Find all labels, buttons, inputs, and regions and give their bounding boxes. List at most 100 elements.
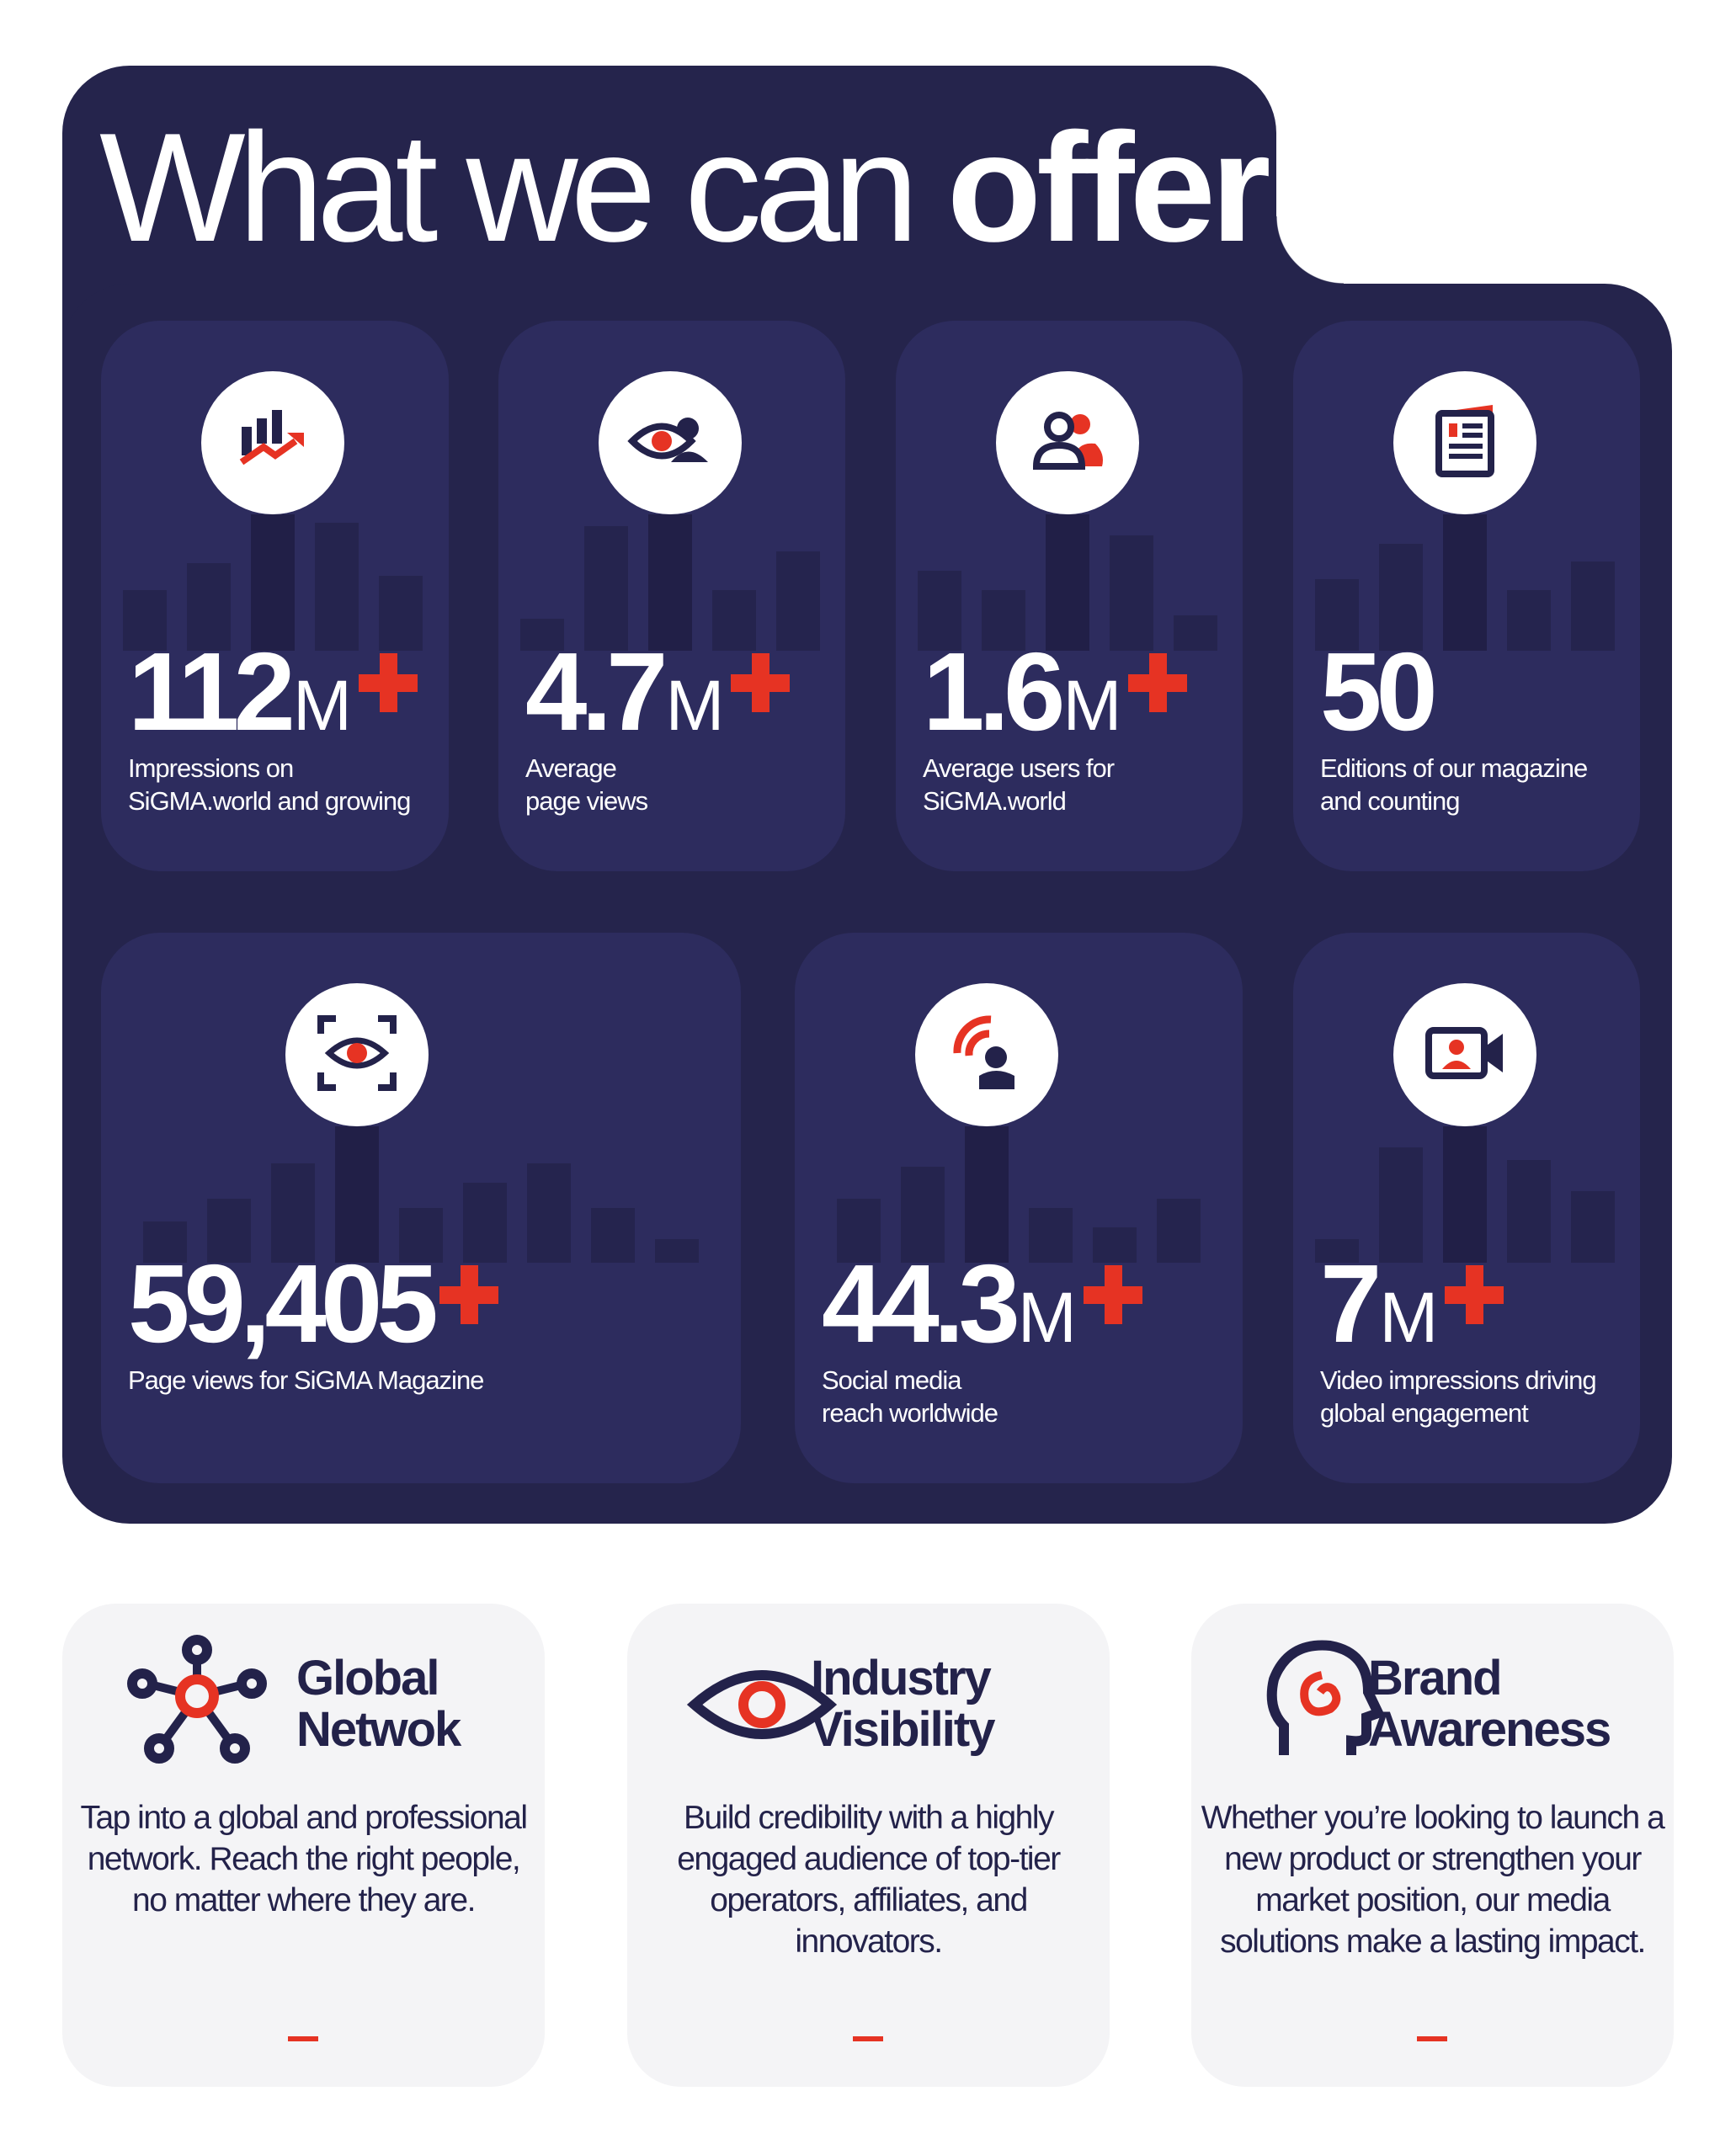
icon-circle — [915, 983, 1058, 1126]
stat-card: 1.6 M Average users for SiGMA.world — [896, 321, 1243, 871]
highlight-bar — [965, 1126, 1009, 1263]
stat-label: Average users for SiGMA.world — [923, 753, 1115, 816]
background-bar — [1315, 1238, 1359, 1263]
stat-card: 4.7 M Average page views — [498, 321, 845, 871]
background-bar — [1315, 578, 1359, 651]
stat-unit: M — [1062, 666, 1122, 745]
benefit-card: Industry Visibility Build credibility wi… — [627, 1604, 1110, 2087]
icon-circle — [201, 371, 344, 514]
accent-dash — [1417, 2036, 1447, 2041]
stat-label: Impressions on SiGMA.world and growing — [128, 753, 411, 816]
highlight-bar — [1443, 1126, 1487, 1263]
stat-number: 59,405 — [128, 1242, 439, 1365]
stat-card: 50 Editions of our magazine and counting — [1293, 321, 1640, 871]
plus-icon — [1128, 653, 1188, 712]
stat-unit: M — [1379, 1278, 1439, 1357]
icon-circle — [599, 371, 742, 514]
background-bar — [207, 1199, 251, 1263]
benefit-heading: Brand Awareness — [1368, 1651, 1611, 1757]
plus-icon — [1083, 1265, 1142, 1324]
stat-value: 44.3 M — [822, 1248, 1142, 1360]
benefit-heading: Global Netwok — [296, 1651, 461, 1757]
benefit-heading: Industry Visibility — [811, 1651, 995, 1757]
background-bars — [101, 398, 449, 651]
accent-dash — [853, 2036, 883, 2041]
stat-label: Video impressions driving global engagem… — [1320, 1365, 1597, 1428]
background-bar — [123, 589, 167, 651]
stat-unit: M — [292, 666, 352, 745]
stat-number: 44.3 — [822, 1242, 1020, 1365]
stat-number: 50 — [1320, 630, 1438, 753]
network-icon — [121, 1629, 273, 1780]
background-bar — [527, 1163, 571, 1263]
stat-label: Page views for SiGMA Magazine — [128, 1365, 484, 1395]
background-bar — [1029, 1208, 1073, 1263]
stat-value: 4.7 M — [525, 630, 791, 753]
stat-card: 44.3 M Social media reach worldwide — [795, 933, 1243, 1483]
icon-circle — [1393, 983, 1536, 1126]
plus-icon — [439, 1265, 498, 1324]
stat-number: 7 — [1320, 1242, 1382, 1365]
background-bar — [776, 551, 820, 651]
background-bar — [1093, 1227, 1137, 1263]
accent-dash — [288, 2036, 318, 2041]
background-bar — [655, 1238, 699, 1263]
background-bar — [901, 1167, 945, 1263]
background-bars — [1293, 398, 1640, 651]
icon-circle — [996, 371, 1139, 514]
background-bar — [463, 1183, 507, 1263]
background-bar — [712, 589, 756, 651]
stat-unit: M — [1017, 1278, 1077, 1357]
background-bar — [1571, 561, 1615, 651]
plus-icon — [358, 653, 418, 712]
icon-circle — [1393, 371, 1536, 514]
stat-number: 112 — [128, 630, 296, 753]
chart-growth-icon — [226, 395, 319, 492]
background-bar — [1157, 1199, 1201, 1263]
stat-card: 7 M Video impressions driving global engag… — [1293, 933, 1640, 1483]
users-icon — [1021, 395, 1114, 492]
highlight-bar — [1443, 514, 1487, 651]
background-bar — [982, 589, 1025, 651]
panel-notch — [1276, 216, 1344, 284]
plus-icon — [731, 653, 791, 712]
broadcast-user-icon — [940, 1007, 1033, 1104]
title-light: What we can — [99, 100, 947, 274]
title-bold: offer — [946, 100, 1271, 274]
page-title: What we can offer — [99, 109, 1271, 264]
stat-value: 1.6 M — [923, 630, 1188, 753]
eye-user-icon — [624, 395, 716, 492]
eye-scan-icon — [311, 1007, 403, 1104]
stat-label: Social media reach worldwide — [822, 1365, 998, 1428]
benefit-description: Whether you’re looking to launch a new p… — [1201, 1800, 1665, 1960]
benefit-card: Global Netwok Tap into a global and prof… — [62, 1604, 545, 2087]
background-bar — [584, 525, 628, 651]
stat-card: 59,405 Page views for SiGMA Magazine — [101, 933, 741, 1483]
stat-card: 112 M Impressions on SiGMA.world and growi… — [101, 321, 449, 871]
stat-value: 112 M — [128, 636, 418, 748]
background-bar — [187, 562, 231, 651]
head-spiral-icon — [1250, 1629, 1402, 1780]
background-bars — [1293, 1010, 1640, 1263]
stat-value: 50 — [1320, 630, 1438, 753]
eye-icon — [686, 1629, 838, 1780]
magazine-icon — [1419, 395, 1511, 492]
stat-number: 4.7 — [525, 630, 668, 753]
stat-value: 59,405 — [128, 1248, 498, 1360]
background-bar — [1174, 615, 1217, 651]
icon-circle — [285, 983, 429, 1126]
background-bars — [498, 398, 845, 651]
background-bar — [1571, 1190, 1615, 1263]
background-bar — [399, 1208, 443, 1263]
background-bar — [918, 571, 961, 651]
benefit-card: Brand Awareness Whether you’re looking t… — [1191, 1604, 1674, 2087]
background-bar — [271, 1163, 315, 1263]
background-bar — [520, 619, 564, 651]
background-bars — [101, 1010, 741, 1263]
stat-number: 1.6 — [923, 630, 1065, 753]
background-bars — [896, 398, 1243, 651]
background-bar — [1379, 543, 1423, 651]
highlight-bar — [1046, 514, 1089, 651]
background-bars — [795, 1010, 1243, 1263]
